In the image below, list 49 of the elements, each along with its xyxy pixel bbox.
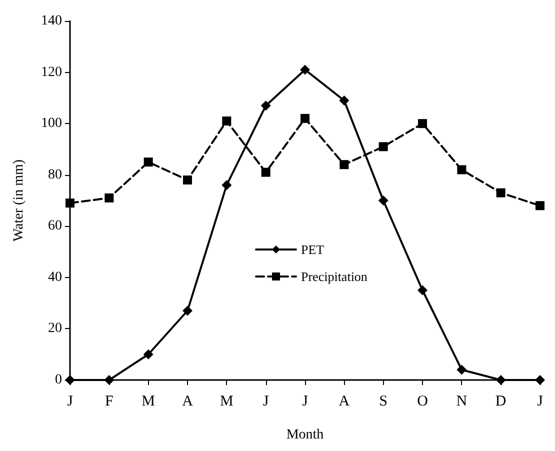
y-axis-title: Water (in mm) bbox=[12, 159, 26, 242]
point bbox=[496, 188, 506, 198]
legend-label: PET bbox=[301, 242, 324, 257]
x-tick-label: A bbox=[182, 394, 194, 410]
point bbox=[418, 119, 427, 128]
y-tick-label: 0 bbox=[55, 372, 62, 388]
x-tick-label: J bbox=[537, 394, 544, 410]
x-tick-label: M bbox=[220, 394, 234, 410]
legend-label: Precipitation bbox=[301, 269, 368, 284]
y-tick-label: 20 bbox=[48, 321, 62, 336]
point bbox=[457, 165, 466, 174]
y-tick-label: 140 bbox=[41, 14, 62, 28]
x-tick-label: J bbox=[67, 394, 74, 410]
x-tick-label: N bbox=[456, 394, 468, 410]
point bbox=[261, 168, 270, 177]
point bbox=[104, 193, 114, 202]
point bbox=[104, 375, 114, 385]
point bbox=[66, 198, 74, 208]
point bbox=[496, 375, 506, 385]
y-tick-label: 40 bbox=[48, 270, 62, 285]
point bbox=[418, 285, 428, 296]
point bbox=[378, 196, 388, 206]
x-tick-label: M bbox=[142, 394, 156, 410]
x-tick-label: A bbox=[338, 394, 350, 410]
y-tick-label: 60 bbox=[48, 218, 62, 234]
point bbox=[339, 95, 350, 106]
x-axis-title: Month bbox=[286, 428, 324, 442]
point bbox=[260, 100, 271, 111]
y-tick-label: 100 bbox=[41, 116, 62, 132]
point bbox=[536, 201, 544, 210]
x-tick-label: S bbox=[379, 394, 388, 410]
point bbox=[183, 175, 192, 184]
x-tick-label: J bbox=[302, 394, 308, 410]
point bbox=[182, 306, 192, 316]
point bbox=[456, 364, 467, 375]
point bbox=[222, 116, 232, 126]
y-tick-label: 80 bbox=[48, 167, 62, 182]
point bbox=[144, 158, 153, 167]
point bbox=[300, 114, 310, 123]
point bbox=[300, 64, 310, 75]
y-tick-label: 120 bbox=[41, 64, 62, 80]
x-tick-label: F bbox=[104, 394, 114, 410]
x-tick-label: J bbox=[262, 394, 269, 410]
x-tick-label: O bbox=[417, 394, 428, 410]
point bbox=[378, 142, 388, 152]
point bbox=[222, 180, 232, 190]
x-tick-label: D bbox=[495, 394, 506, 410]
point bbox=[143, 349, 154, 360]
point bbox=[340, 160, 349, 170]
